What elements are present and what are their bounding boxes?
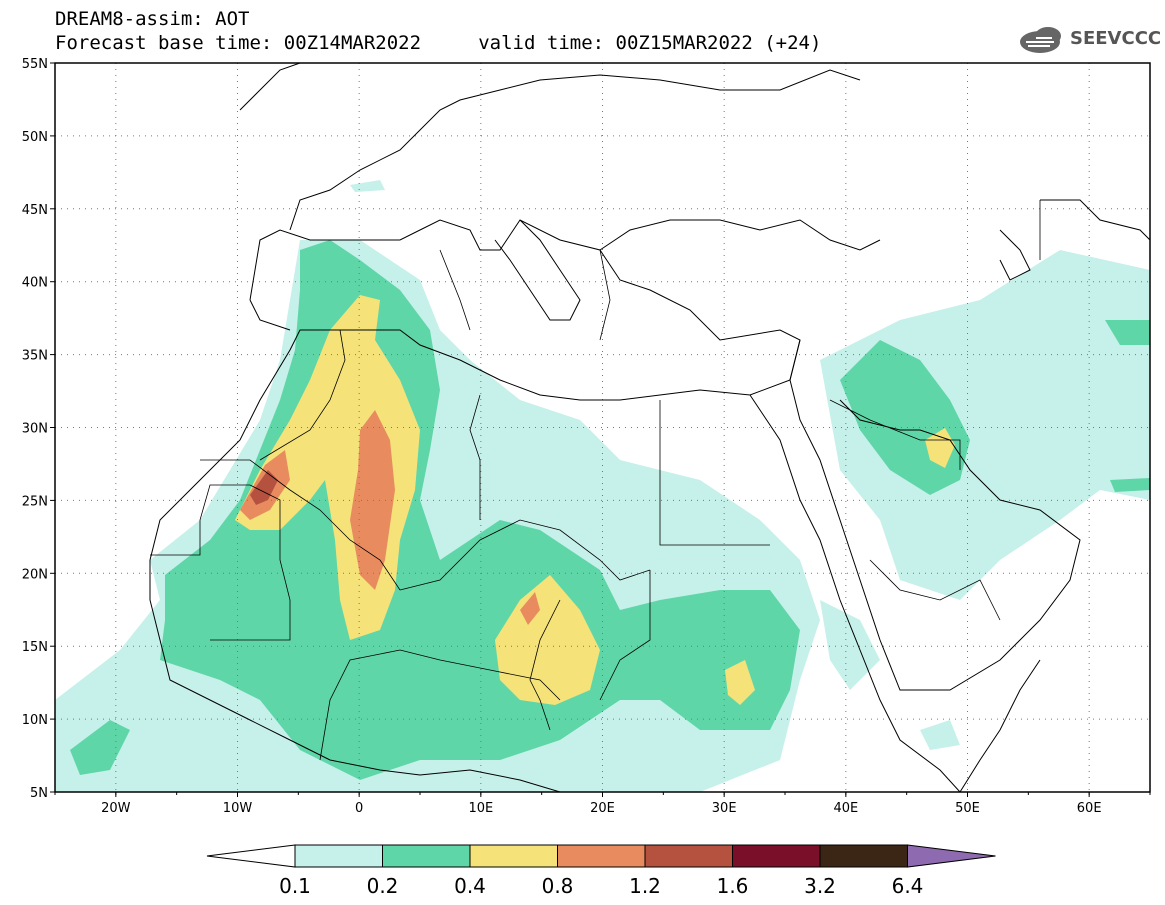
colorbar-segment [294,844,383,868]
lat-tick-label: 20N [22,567,48,582]
colorbar-value-label: 0.8 [542,874,574,898]
lat-tick-label: 35N [22,349,48,364]
colorbar-value-label: 1.6 [717,874,749,898]
map-grid [55,63,1150,792]
colorbar-segment [644,844,733,868]
colorbar-value-label: 0.2 [367,874,399,898]
lon-tick-label: 40E [833,801,858,816]
logo-text: SEEVCCC [1070,28,1162,49]
lat-tick-label: 30N [22,422,48,437]
colorbar-legend [206,844,996,868]
lon-tick-label: 50E [955,801,980,816]
longitude-labels: 20W 10W 0 10E 20E 30E 40E 50E 60E [101,801,1101,816]
lon-tick-label: 30E [712,801,737,816]
colorbar-segment [469,844,558,868]
lat-tick-label: 5N [30,786,48,801]
forecast-time-subtitle: Forecast base time: 00Z14MAR2022 valid t… [55,32,822,54]
lat-tick-label: 15N [22,640,48,655]
latitude-labels: 55N 50N 45N 40N 35N 30N 25N 20N 15N 10N 5N [22,57,48,801]
colorbar-labels: 0.1 0.2 0.4 0.8 1.2 1.6 3.2 6.4 [279,874,923,898]
colorbar-value-label: 3.2 [804,874,836,898]
latitude-ticks [50,62,55,793]
lat-tick-label: 45N [22,203,48,218]
colorbar-value-label: 0.4 [454,874,486,898]
longitude-ticks [54,792,1151,797]
lon-tick-label: 60E [1077,801,1102,816]
lat-tick-label: 25N [22,494,48,509]
lat-tick-label: 40N [22,276,48,291]
coastlines [149,63,1150,792]
lon-tick-label: 0 [355,801,363,816]
aot-level-1.2 [250,470,278,505]
seevccc-logo [1020,27,1061,53]
colorbar-value-label: 0.1 [279,874,311,898]
colorbar-low-arrow [206,844,296,868]
colorbar-segment [819,844,908,868]
colorbar-value-label: 1.2 [629,874,661,898]
lat-tick-label: 50N [22,130,48,145]
lon-tick-label: 10E [468,801,493,816]
colorbar-value-label: 6.4 [892,874,924,898]
lat-tick-label: 10N [22,713,48,728]
lon-tick-label: 20W [101,801,131,816]
colorbar-segment [382,844,471,868]
map-title: DREAM8-assim: AOT [55,8,250,30]
lat-tick-label: 55N [22,57,48,72]
colorbar-high-arrow [907,844,996,868]
country-borders [150,200,1041,761]
colorbar-segment [732,844,821,868]
lon-tick-label: 20E [590,801,615,816]
colorbar-segment [557,844,646,868]
lon-tick-label: 10W [223,801,253,816]
